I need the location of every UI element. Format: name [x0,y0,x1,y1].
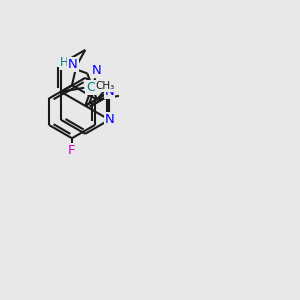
Text: N: N [92,64,102,77]
Text: N: N [105,113,114,126]
Text: N: N [105,85,114,98]
Text: F: F [68,144,76,157]
Text: H: H [60,56,68,69]
Text: N: N [68,58,78,71]
Text: C: C [86,81,95,94]
Text: CH₃: CH₃ [95,81,115,91]
